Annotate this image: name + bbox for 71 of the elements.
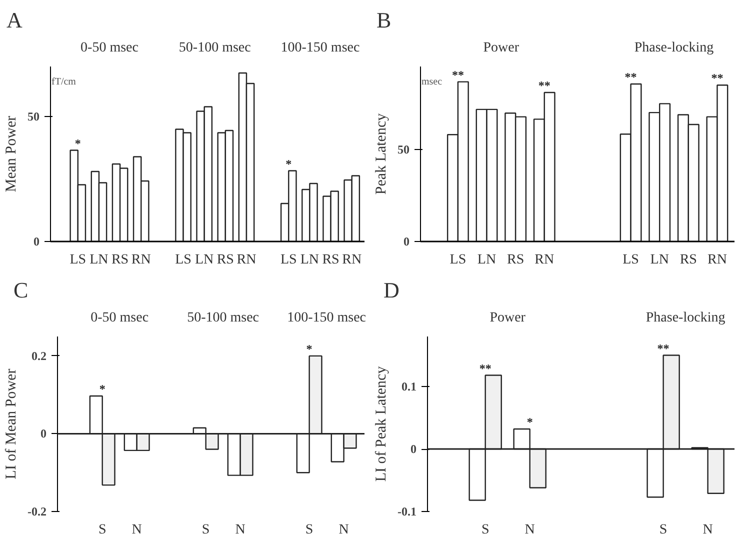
x-tick-label: N — [132, 522, 142, 538]
x-tick-label: LS — [450, 252, 466, 268]
text: 0-50 msec — [90, 310, 149, 326]
y-tick-label: 0 — [34, 234, 40, 248]
y-tick-label: 0.1 — [402, 380, 416, 394]
y-tick-label: -0.1 — [398, 504, 417, 518]
text: A — [6, 8, 22, 32]
annotation: fT/cm — [52, 76, 76, 88]
x-tick-label: RS — [111, 252, 129, 268]
x-tick-label: N — [524, 522, 535, 538]
data-label: ** — [538, 78, 550, 92]
x-tick-label: LS — [280, 252, 297, 268]
x-tick-label: LN — [650, 252, 669, 268]
x-tick-label: RS — [322, 252, 340, 268]
x-tick-label: S — [98, 522, 106, 538]
x-tick-label: RN — [131, 252, 151, 268]
data-label: ** — [711, 71, 724, 86]
x-tick-label: RN — [707, 252, 727, 268]
data-label: ** — [657, 341, 670, 356]
x-tick-label: LS — [175, 252, 192, 268]
x-tick-label: LN — [90, 252, 108, 268]
text: Power — [483, 40, 520, 56]
data-label: * — [74, 136, 81, 150]
x-tick-label: RS — [680, 252, 697, 268]
x-tick-label: LS — [622, 252, 639, 268]
y-tick-label: 50 — [28, 110, 40, 124]
y-tick-label: -0.2 — [28, 504, 47, 518]
x-tick-label: N — [235, 522, 246, 538]
text: C — [14, 278, 28, 302]
x-tick-label: LS — [70, 252, 86, 268]
data-label: * — [306, 342, 312, 356]
annotation: msec — [422, 76, 443, 88]
x-tick-label: LN — [195, 252, 214, 268]
text: 100-150 msec — [287, 310, 366, 326]
x-tick-label: RN — [342, 252, 362, 268]
text: 50-100 msec — [187, 310, 260, 326]
x-tick-label: S — [659, 522, 668, 538]
y-tick-label: 0 — [40, 426, 46, 441]
text: Power — [490, 310, 526, 326]
text: 50-100 msec — [178, 40, 251, 56]
x-tick-label: LN — [477, 252, 496, 268]
y-tick-label: 0 — [410, 442, 416, 456]
data-label: ** — [624, 70, 637, 84]
x-tick-label: N — [702, 522, 713, 538]
x-tick-label: RS — [216, 252, 234, 268]
data-label: * — [99, 382, 106, 396]
x-tick-label: S — [481, 522, 490, 538]
y-tick-label: 50 — [398, 142, 410, 156]
text: D — [384, 278, 400, 302]
text: Phase-locking — [634, 40, 714, 56]
x-tick-label: S — [305, 522, 314, 538]
x-tick-label: RS — [507, 252, 524, 268]
data-label: ** — [452, 68, 464, 82]
text: B — [376, 8, 392, 32]
y-axis-title: Mean Power — [4, 116, 20, 192]
data-label: * — [526, 415, 533, 429]
x-tick-label: LN — [300, 252, 320, 268]
data-label: ** — [479, 361, 492, 376]
x-tick-label: RN — [534, 252, 554, 268]
text: 0-50 msec — [80, 40, 138, 56]
data-label: * — [286, 156, 292, 171]
y-axis-title: LI of Mean Power — [4, 368, 20, 480]
y-tick-label: 0.2 — [32, 348, 46, 363]
y-axis-title: Peak Latency — [374, 112, 390, 195]
x-tick-label: N — [338, 522, 349, 538]
y-tick-label: 0 — [404, 234, 410, 248]
text: Phase-locking — [646, 310, 726, 326]
y-axis-title: LI of Peak Latency — [374, 366, 390, 482]
x-tick-label: S — [202, 522, 210, 538]
x-tick-label: RN — [236, 252, 256, 268]
text: 100-150 msec — [280, 40, 360, 56]
